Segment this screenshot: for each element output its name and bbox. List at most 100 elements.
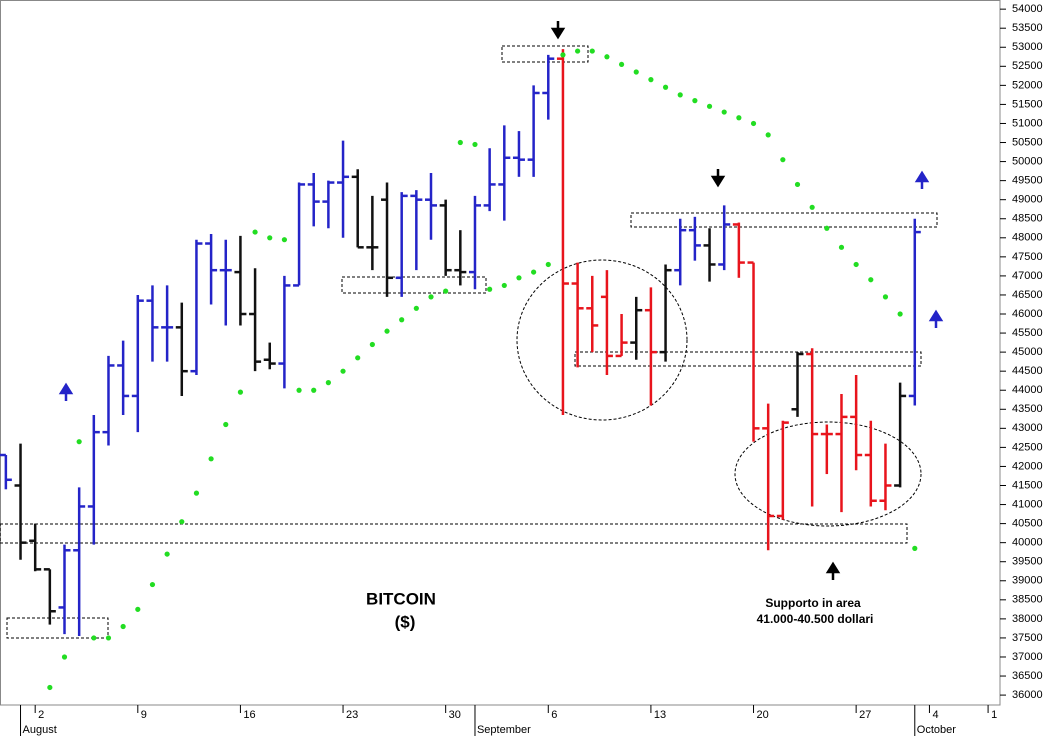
sar-dot — [296, 387, 302, 393]
sar-dot — [721, 109, 727, 115]
month-label: October — [917, 724, 956, 736]
y-tick-label: 50000 — [1012, 155, 1043, 167]
zone-box — [0, 523, 908, 544]
sar-dot — [531, 269, 537, 275]
y-tick-label: 37000 — [1012, 651, 1043, 663]
zone-box — [501, 45, 589, 63]
sar-dot — [809, 204, 815, 210]
sar-dot — [443, 288, 449, 294]
sar-dot — [501, 282, 507, 289]
y-tick-label: 43000 — [1012, 422, 1043, 434]
y-tick-label: 39000 — [1012, 575, 1043, 587]
y-tick-label: 40500 — [1012, 518, 1043, 530]
sar-dot — [47, 684, 53, 691]
sar-dot — [853, 261, 859, 268]
arrow-up — [928, 309, 944, 328]
plot-frame — [0, 0, 1001, 706]
zone-box — [341, 276, 487, 294]
sar-dot — [355, 355, 361, 361]
arrow-up — [58, 382, 74, 401]
sar-dot — [105, 635, 112, 641]
month-label: September — [477, 724, 531, 736]
sar-dot — [618, 61, 625, 68]
annotation: 41.000-40.500 dollari — [757, 612, 874, 626]
sar-dot — [135, 606, 141, 612]
y-tick-label: 49000 — [1012, 194, 1043, 206]
sar-dot — [252, 229, 258, 235]
sar-dot — [193, 490, 200, 496]
sar-dot — [281, 237, 288, 243]
sar-dot — [428, 294, 434, 300]
sar-dot — [545, 261, 551, 268]
sar-dot — [912, 545, 918, 551]
sar-dot — [750, 120, 757, 127]
y-tick-label: 41500 — [1012, 479, 1043, 491]
y-tick-label: 42000 — [1012, 460, 1043, 472]
y-tick-label: 51000 — [1012, 117, 1043, 129]
sar-dot — [487, 286, 493, 292]
sar-dot — [868, 277, 874, 283]
sar-dot — [325, 380, 331, 386]
x-tick-label: 2 — [38, 709, 44, 721]
y-tick-label: 43500 — [1012, 403, 1043, 415]
sar-dot — [824, 225, 830, 231]
x-tick-label: 16 — [243, 709, 255, 721]
y-tick-label: 44500 — [1012, 365, 1043, 377]
sar-dot — [164, 551, 170, 557]
sar-dot — [897, 311, 903, 317]
x-tick-label: 1 — [991, 709, 997, 721]
zone-circle — [734, 421, 922, 527]
y-tick-label: 46500 — [1012, 289, 1043, 301]
zone-box — [630, 212, 938, 228]
sar-dot — [677, 92, 683, 98]
sar-dot — [560, 52, 566, 58]
y-tick-label: 54000 — [1012, 3, 1043, 15]
y-tick-label: 49500 — [1012, 175, 1043, 187]
sar-dot — [149, 581, 156, 588]
sar-dot — [633, 69, 639, 75]
x-tick-label: 30 — [449, 709, 461, 721]
sar-dot — [208, 456, 214, 462]
y-tick-label: 38000 — [1012, 613, 1043, 625]
zones — [0, 45, 938, 639]
sar-dot — [662, 84, 669, 90]
sar-dot — [399, 317, 405, 323]
annotation: Supporto in area — [765, 596, 861, 610]
y-tick-label: 45000 — [1012, 346, 1043, 358]
sar-dot — [780, 157, 786, 163]
zone-box — [574, 351, 922, 367]
y-tick-label: 51500 — [1012, 98, 1043, 110]
arrow-up — [914, 170, 930, 189]
y-tick-label: 45500 — [1012, 327, 1043, 339]
y-tick-label: 36000 — [1012, 689, 1043, 701]
x-tick-label: 20 — [757, 709, 769, 721]
y-tick-label: 53000 — [1012, 41, 1043, 53]
y-tick-label: 53500 — [1012, 22, 1043, 34]
sar-dot — [76, 439, 82, 445]
y-tick-label: 41000 — [1012, 498, 1043, 510]
sar-dot — [692, 98, 698, 104]
y-tick-label: 46000 — [1012, 308, 1043, 320]
sar-dot — [413, 305, 419, 311]
sar-dot — [736, 115, 742, 121]
y-tick-label: 39500 — [1012, 556, 1043, 568]
sar-dot — [311, 387, 317, 393]
arrow-up — [825, 561, 841, 580]
sar-dot — [794, 181, 801, 188]
chart-title: BITCOIN — [366, 589, 436, 608]
arrow-down — [710, 169, 726, 188]
y-tick-label: 50500 — [1012, 136, 1043, 148]
y-tick-label: 44000 — [1012, 384, 1043, 396]
sar-dot — [91, 635, 97, 641]
sar-dot — [706, 103, 713, 109]
sar-dot — [223, 421, 229, 428]
zone-circle — [516, 259, 688, 421]
sar-dot — [516, 275, 522, 281]
y-tick-label: 47000 — [1012, 270, 1043, 282]
y-tick-label: 48500 — [1012, 213, 1043, 225]
x-tick-label: 27 — [859, 709, 871, 721]
sar-dot — [369, 341, 375, 348]
sar-dot — [237, 389, 244, 395]
